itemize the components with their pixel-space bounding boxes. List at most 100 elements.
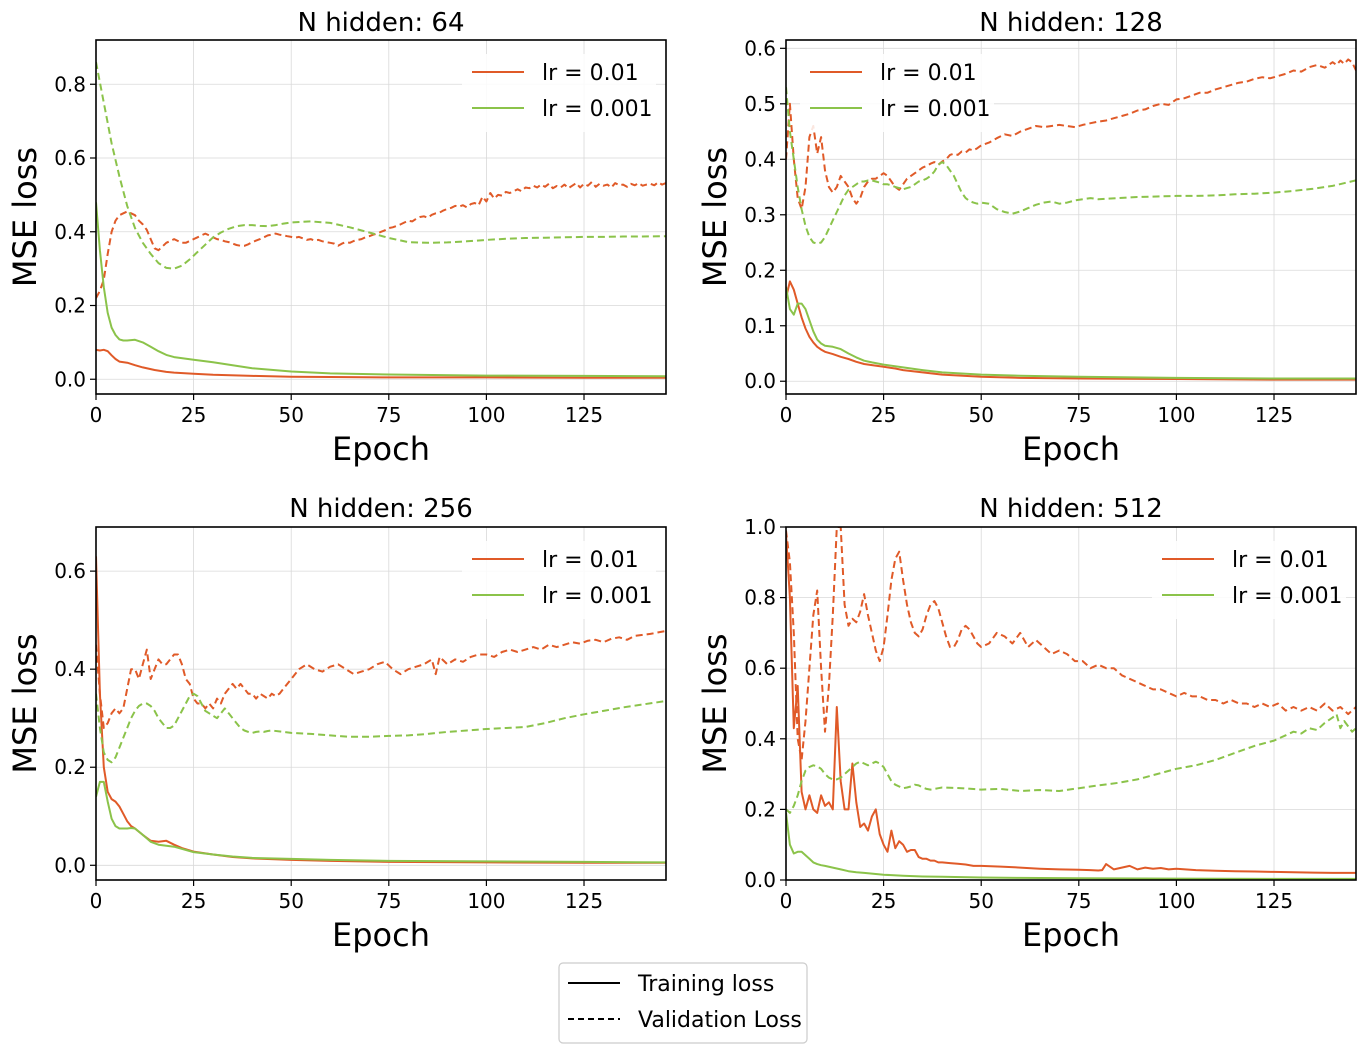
y-tick-label: 0.0	[54, 367, 86, 391]
legend-label: lr = 0.001	[880, 97, 991, 122]
y-tick-label: 0.3	[744, 203, 776, 227]
x-tick-label: 125	[565, 403, 603, 427]
x-tick-label: 25	[871, 403, 896, 427]
legend-background	[800, 54, 994, 132]
shared-line-style-legend: Training loss Validation Loss	[558, 962, 808, 1044]
plot-frame	[785, 39, 1357, 395]
x-tick-label: 50	[968, 889, 993, 913]
y-tick-label: 0.8	[744, 586, 776, 610]
series-line-val-lr_0-001	[786, 713, 1356, 814]
subplot-1: 0 25 50 75 100 125 0.0 0.2 0.4 0.6 0.8 N hidden: 64…	[6, 8, 667, 468]
series-line-train-lr_0-001	[786, 812, 1356, 880]
series-group	[96, 61, 666, 379]
x-tick-label: 0	[780, 889, 793, 913]
x-tick-label: 125	[565, 889, 603, 913]
x-tick-label: 25	[871, 889, 896, 913]
series-line-val-lr_0-01	[96, 629, 666, 729]
series-line-val-lr_0-01	[786, 527, 1356, 761]
series-line-val-lr_0-01	[96, 181, 666, 299]
subplot-legend: lr = 0.01 lr = 0.001	[462, 54, 656, 132]
y-tick-label: 0.2	[744, 797, 776, 821]
x-tick-label: 125	[1255, 889, 1293, 913]
subplot-title: N hidden: 128	[979, 8, 1163, 38]
x-tick-label: 50	[968, 403, 993, 427]
series-line-train-lr_0-001	[786, 286, 1356, 380]
y-tick-label: 0.4	[744, 147, 776, 171]
y-axis-label: MSE loss	[696, 633, 734, 773]
y-tick-label: 0.0	[54, 853, 86, 877]
y-tick-label: 0.8	[54, 72, 86, 96]
series-line-val-lr_0-001	[786, 87, 1356, 245]
y-axis-label: MSE loss	[6, 633, 44, 773]
x-tick-label: 75	[1066, 403, 1091, 427]
y-tick-label: 0.6	[744, 656, 776, 680]
x-tick-label: 100	[467, 889, 505, 913]
series-line-train-lr_0-01	[786, 280, 1356, 381]
subplot-legend: lr = 0.01 lr = 0.001	[1152, 541, 1346, 619]
series-group	[786, 527, 1356, 880]
shared-legend-frame	[558, 962, 808, 1044]
x-tick-label: 100	[1157, 889, 1195, 913]
subplot-legend: lr = 0.01 lr = 0.001	[462, 541, 656, 619]
y-tick-label: 0.4	[54, 657, 86, 681]
plot-frame	[785, 526, 1357, 881]
y-tick-label: 0.4	[54, 220, 86, 244]
subplot-3: 0 25 50 75 100 125 0.0 0.2 0.4 0.6 N hidden: 256 Ep…	[6, 494, 667, 954]
plot-frame	[95, 526, 667, 881]
x-tick-label: 0	[90, 403, 103, 427]
series-line-train-lr_0-01	[786, 534, 1356, 874]
x-tick-label: 0	[90, 889, 103, 913]
legend-label: lr = 0.001	[542, 584, 653, 609]
x-axis-label: Epoch	[1022, 916, 1120, 954]
x-tick-label: 25	[181, 889, 206, 913]
y-tick-label: 0.6	[54, 559, 86, 583]
x-tick-label: 100	[1157, 403, 1195, 427]
plot-frame	[95, 39, 667, 395]
subplot-2: 0 25 50 75 100 125 0.0 0.1 0.2 0.3 0.4 0.5 0.6 N hidd…	[696, 8, 1357, 468]
x-tick-label: 75	[376, 889, 401, 913]
legend-label: lr = 0.01	[880, 61, 977, 86]
x-tick-label: 25	[181, 403, 206, 427]
y-tick-label: 0.2	[54, 755, 86, 779]
y-tick-label: 0.0	[744, 868, 776, 892]
x-axis-label: Epoch	[1022, 430, 1120, 468]
legend-label: lr = 0.01	[542, 61, 639, 86]
legend-background	[462, 541, 656, 619]
x-tick-label: 50	[278, 403, 303, 427]
y-tick-label: 1.0	[744, 515, 776, 539]
legend-background	[462, 54, 656, 132]
x-axis-label: Epoch	[332, 916, 430, 954]
subplot-title: N hidden: 64	[297, 8, 464, 38]
x-axis-label: Epoch	[332, 430, 430, 468]
subplot-title: N hidden: 512	[979, 494, 1163, 524]
x-tick-label: 0	[780, 403, 793, 427]
series-line-train-lr_0-001	[96, 780, 666, 864]
series-line-val-lr_0-01	[786, 58, 1356, 211]
legend-label-training: Training loss	[637, 972, 774, 997]
y-axis-label: MSE loss	[696, 147, 734, 287]
x-tick-label: 75	[1066, 889, 1091, 913]
y-tick-label: 0.6	[744, 36, 776, 60]
subplot-4: 0 25 50 75 100 125 0.0 0.2 0.4 0.6 0.8 1.0 N hidden:…	[696, 494, 1357, 954]
y-tick-label: 0.2	[744, 258, 776, 282]
series-group	[786, 58, 1356, 381]
y-tick-label: 0.4	[744, 727, 776, 751]
y-axis-label: MSE loss	[6, 147, 44, 287]
series-group	[96, 556, 666, 864]
x-tick-label: 100	[467, 403, 505, 427]
legend-label: lr = 0.001	[1232, 584, 1343, 609]
y-tick-label: 0.6	[54, 146, 86, 170]
legend-label: lr = 0.01	[542, 548, 639, 573]
series-line-train-lr_0-01	[96, 348, 666, 379]
series-line-train-lr_0-001	[96, 202, 666, 378]
x-tick-label: 125	[1255, 403, 1293, 427]
subplots-group: 0 25 50 75 100 125 0.0 0.2 0.4 0.6 0.8 N hidden: 64…	[6, 8, 1357, 954]
y-tick-label: 0.0	[744, 369, 776, 393]
legend-background	[1152, 541, 1346, 619]
legend-label-validation: Validation Loss	[638, 1008, 802, 1033]
y-tick-label: 0.5	[744, 92, 776, 116]
subplot-title: N hidden: 256	[289, 494, 473, 524]
x-tick-label: 75	[376, 403, 401, 427]
y-tick-label: 0.1	[744, 314, 776, 338]
